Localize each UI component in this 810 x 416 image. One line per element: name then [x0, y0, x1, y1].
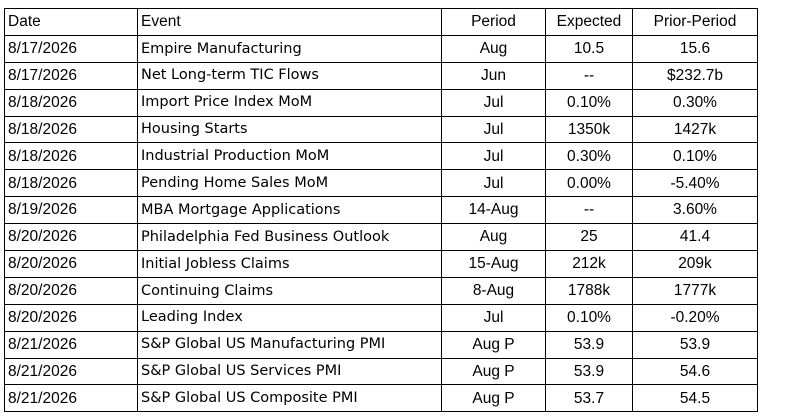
table-row: 8/18/2026 Industrial Production MoM Jul 0.3… — [4, 142, 758, 171]
prior-period-cell: 15.6 — [632, 34, 758, 63]
prior-period-cell: 53.9 — [632, 330, 758, 359]
expected-cell: 1788k — [545, 276, 633, 305]
prior-period-cell: -5.40% — [632, 169, 758, 198]
date-cell: 8/18/2026 — [4, 115, 138, 144]
date-cell: 8/17/2026 — [4, 34, 138, 63]
date-cell: 8/21/2026 — [4, 357, 138, 386]
period-cell: Aug — [441, 34, 546, 63]
expected-cell: -- — [545, 61, 633, 90]
prior-period-cell: $232.7b — [632, 61, 758, 90]
expected-cell: 0.00% — [545, 169, 633, 198]
table-row: 8/18/2026 Import Price Index MoM Jul 0.10% 0… — [4, 88, 758, 117]
prior-period-cell: 3.60% — [632, 196, 758, 225]
expected-cell: 53.7 — [545, 384, 633, 413]
period-cell: 14-Aug — [441, 196, 546, 225]
date-cell: 8/20/2026 — [4, 223, 138, 252]
period-cell: Aug P — [441, 357, 546, 386]
date-cell: 8/20/2026 — [4, 276, 138, 305]
table-row: 8/21/2026 S&P Global US Manufacturing PMI… — [4, 330, 758, 359]
table-row: 8/17/2026 Empire Manufacturing Aug 10.5 15.6 — [4, 34, 758, 63]
period-cell: Jul — [441, 142, 546, 171]
expected-cell: -- — [545, 196, 633, 225]
date-cell: 8/18/2026 — [4, 169, 138, 198]
prior-period-cell: 0.30% — [632, 88, 758, 117]
event-cell: Industrial Production MoM — [137, 142, 442, 171]
event-cell: Empire Manufacturing — [137, 34, 442, 63]
prior-period-cell: -0.20% — [632, 303, 758, 332]
period-cell: Aug — [441, 223, 546, 252]
table-body: 8/17/2026 Empire Manufacturing Aug 10.5 15.6… — [4, 34, 758, 413]
table-row: 8/18/2026 Pending Home Sales MoM Jul 0.00% -… — [4, 169, 758, 198]
table-row: 8/20/2026 Leading Index Jul 0.10% -0.20% — [4, 303, 758, 332]
event-cell: Pending Home Sales MoM — [137, 169, 442, 198]
table-row: 8/20/2026 Philadelphia Fed Business Outlo… — [4, 223, 758, 252]
period-cell: Jul — [441, 169, 546, 198]
date-cell: 8/18/2026 — [4, 142, 138, 171]
table-row: 8/21/2026 S&P Global US Composite PMI Aug … — [4, 384, 758, 413]
expected-cell: 1350k — [545, 115, 633, 144]
date-cell: 8/21/2026 — [4, 384, 138, 413]
table-row: 8/19/2026 MBA Mortgage Applications 14-Aug… — [4, 196, 758, 225]
event-cell: Leading Index — [137, 303, 442, 332]
event-cell: Housing Starts — [137, 115, 442, 144]
event-cell: S&P Global US Composite PMI — [137, 384, 442, 413]
date-cell: 8/18/2026 — [4, 88, 138, 117]
date-cell: 8/20/2026 — [4, 250, 138, 278]
event-cell: Continuing Claims — [137, 276, 442, 305]
period-cell: Aug P — [441, 330, 546, 359]
header-row: Date Event Period Expected Prior-Period — [4, 8, 758, 36]
expected-cell: 0.10% — [545, 88, 633, 117]
table-row: 8/17/2026 Net Long-term TIC Flows Jun -- $23… — [4, 61, 758, 90]
event-cell: Initial Jobless Claims — [137, 250, 442, 278]
event-cell: Net Long-term TIC Flows — [137, 61, 442, 90]
date-cell: 8/21/2026 — [4, 330, 138, 359]
prior-period-cell: 1427k — [632, 115, 758, 144]
prior-period-cell: 54.5 — [632, 384, 758, 413]
expected-cell: 10.5 — [545, 34, 633, 63]
period-cell: 15-Aug — [441, 250, 546, 278]
header-period: Period — [441, 8, 546, 36]
prior-period-cell: 209k — [632, 250, 758, 278]
prior-period-cell: 54.6 — [632, 357, 758, 386]
period-cell: Jun — [441, 61, 546, 90]
event-cell: MBA Mortgage Applications — [137, 196, 442, 225]
header-expected: Expected — [545, 8, 633, 36]
period-cell: 8-Aug — [441, 276, 546, 305]
expected-cell: 53.9 — [545, 330, 633, 359]
table-row: 8/20/2026 Continuing Claims 8-Aug 1788k 1777… — [4, 276, 758, 305]
economic-calendar-table: Date Event Period Expected Prior-Period … — [4, 8, 758, 413]
expected-cell: 0.30% — [545, 142, 633, 171]
prior-period-cell: 1777k — [632, 276, 758, 305]
prior-period-cell: 0.10% — [632, 142, 758, 171]
event-cell: S&P Global US Services PMI — [137, 357, 442, 386]
header-prior-period: Prior-Period — [632, 8, 758, 36]
header-event: Event — [137, 8, 442, 36]
date-cell: 8/19/2026 — [4, 196, 138, 225]
period-cell: Jul — [441, 115, 546, 144]
date-cell: 8/17/2026 — [4, 61, 138, 90]
event-cell: S&P Global US Manufacturing PMI — [137, 330, 442, 359]
period-cell: Aug P — [441, 384, 546, 413]
table-row: 8/20/2026 Initial Jobless Claims 15-Aug 212… — [4, 250, 758, 278]
prior-period-cell: 41.4 — [632, 223, 758, 252]
expected-cell: 0.10% — [545, 303, 633, 332]
expected-cell: 53.9 — [545, 357, 633, 386]
event-cell: Philadelphia Fed Business Outlook — [137, 223, 442, 252]
table-row: 8/18/2026 Housing Starts Jul 1350k 1427k — [4, 115, 758, 144]
expected-cell: 212k — [545, 250, 633, 278]
event-cell: Import Price Index MoM — [137, 88, 442, 117]
date-cell: 8/20/2026 — [4, 303, 138, 332]
period-cell: Jul — [441, 88, 546, 117]
expected-cell: 25 — [545, 223, 633, 252]
table-row: 8/21/2026 S&P Global US Services PMI Aug P… — [4, 357, 758, 386]
period-cell: Jul — [441, 303, 546, 332]
header-date: Date — [4, 8, 138, 36]
